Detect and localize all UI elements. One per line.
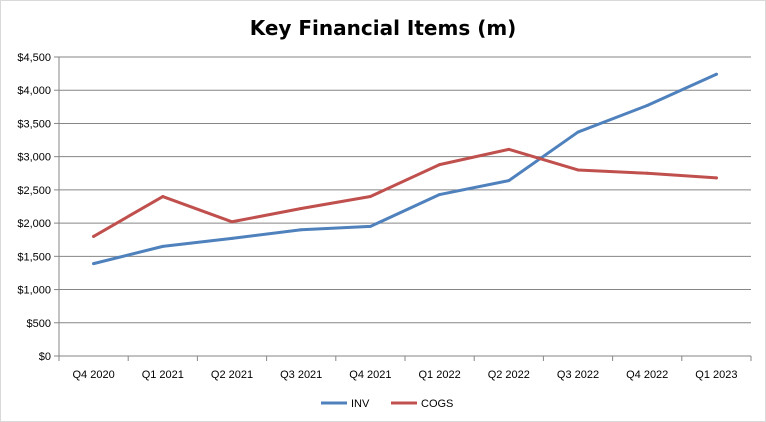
x-tick-label: Q3 2022 <box>557 369 599 381</box>
legend-label-cogs: COGS <box>421 398 453 410</box>
axes: $0 $500 $1,000 $1,500 $2,000 $2,500 $3,000 $3,5… <box>17 52 752 381</box>
data-point-inv <box>299 228 303 232</box>
data-point-inv <box>230 236 234 240</box>
data-point-cogs <box>368 195 372 199</box>
series-lines <box>92 72 718 266</box>
data-point-cogs <box>92 234 96 238</box>
data-point-inv <box>368 224 372 228</box>
data-point-cogs <box>507 147 511 151</box>
y-tick-label: $3,500 <box>17 118 51 130</box>
data-point-inv <box>507 179 511 183</box>
data-point-cogs <box>714 176 718 180</box>
y-tick-label: $0 <box>39 351 51 363</box>
y-tick-label: $4,000 <box>17 85 51 97</box>
data-point-cogs <box>230 220 234 224</box>
y-tick-label: $500 <box>27 318 51 330</box>
x-tick-label: Q4 2021 <box>349 369 391 381</box>
data-point-cogs <box>161 195 165 199</box>
y-tick-label: $4,500 <box>17 52 51 64</box>
x-tick-label: Q2 2022 <box>488 369 530 381</box>
data-point-inv <box>714 72 718 76</box>
data-point-inv <box>645 104 649 108</box>
y-tick-label: $2,500 <box>17 185 51 197</box>
y-tick-label: $1,000 <box>17 285 51 297</box>
y-tick-label: $2,000 <box>17 218 51 230</box>
data-point-cogs <box>438 163 442 167</box>
x-tick-label: Q4 2022 <box>626 369 668 381</box>
data-point-cogs <box>645 171 649 175</box>
x-tick-label: Q1 2023 <box>695 369 737 381</box>
y-tick-label: $3,000 <box>17 152 51 164</box>
legend: INV COGS <box>321 398 453 410</box>
x-tick-label: Q4 2020 <box>72 369 114 381</box>
data-point-inv <box>438 193 442 197</box>
x-tick-label: Q2 2021 <box>211 369 253 381</box>
data-point-cogs <box>576 168 580 172</box>
data-point-inv <box>576 130 580 134</box>
data-point-inv <box>161 244 165 248</box>
x-tick-label: Q1 2021 <box>142 369 184 381</box>
x-tick-label: Q3 2021 <box>280 369 322 381</box>
data-point-inv <box>92 262 96 266</box>
x-tick-label: Q1 2022 <box>418 369 460 381</box>
series-line-inv <box>92 72 718 266</box>
chart-title: Key Financial Items (m) <box>249 16 517 40</box>
gridlines <box>59 56 751 357</box>
data-point-cogs <box>299 206 303 210</box>
legend-label-inv: INV <box>351 398 370 410</box>
series-line-cogs <box>92 147 718 238</box>
y-tick-label: $1,500 <box>17 251 51 263</box>
